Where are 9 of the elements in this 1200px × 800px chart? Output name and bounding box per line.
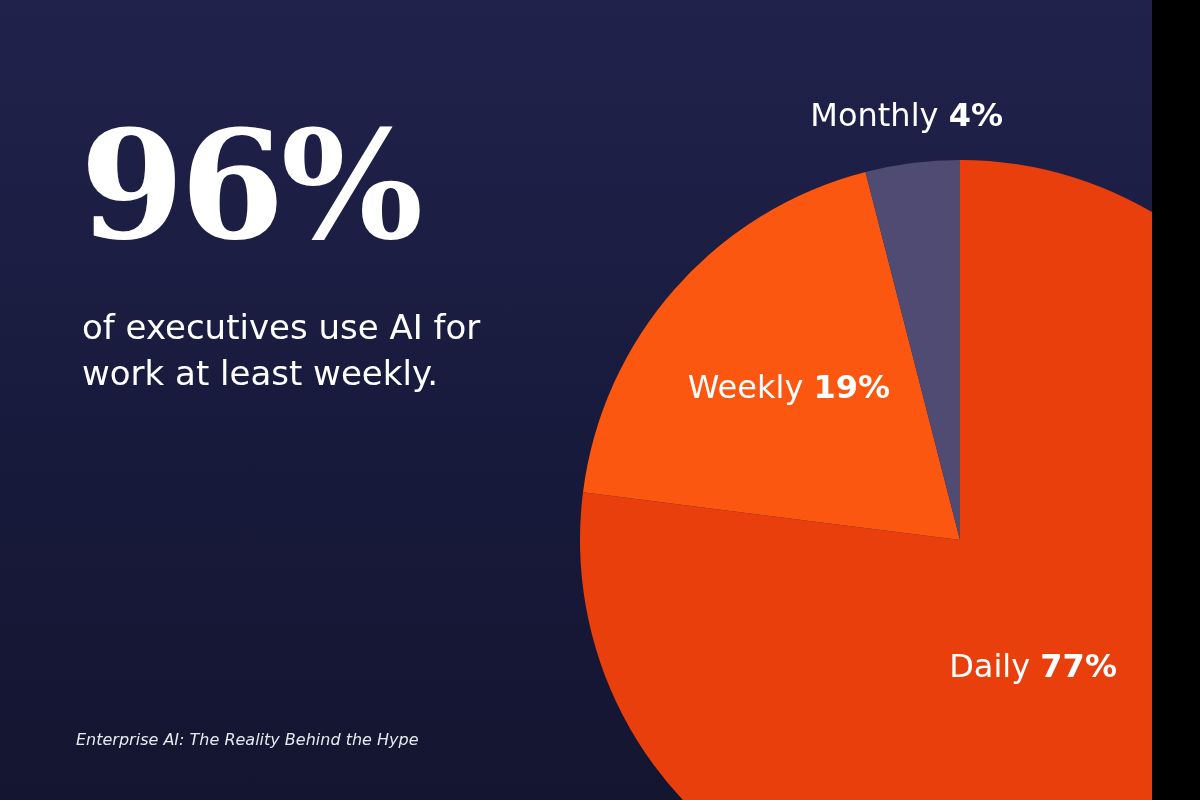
text: of executives use AI for work at least weekly. (82, 306, 482, 395)
slice-label: Monthly (810, 96, 949, 135)
data-label: 77% (1040, 646, 1117, 685)
slice-label: Weekly (687, 367, 814, 406)
slice-label: Daily (949, 646, 1041, 685)
text: Enterprise AI: The Reality Behind the Hype (76, 730, 419, 749)
data-label: 19% (813, 367, 891, 406)
chart-title: 96% (80, 97, 420, 273)
data-label: 4% (948, 96, 1003, 135)
